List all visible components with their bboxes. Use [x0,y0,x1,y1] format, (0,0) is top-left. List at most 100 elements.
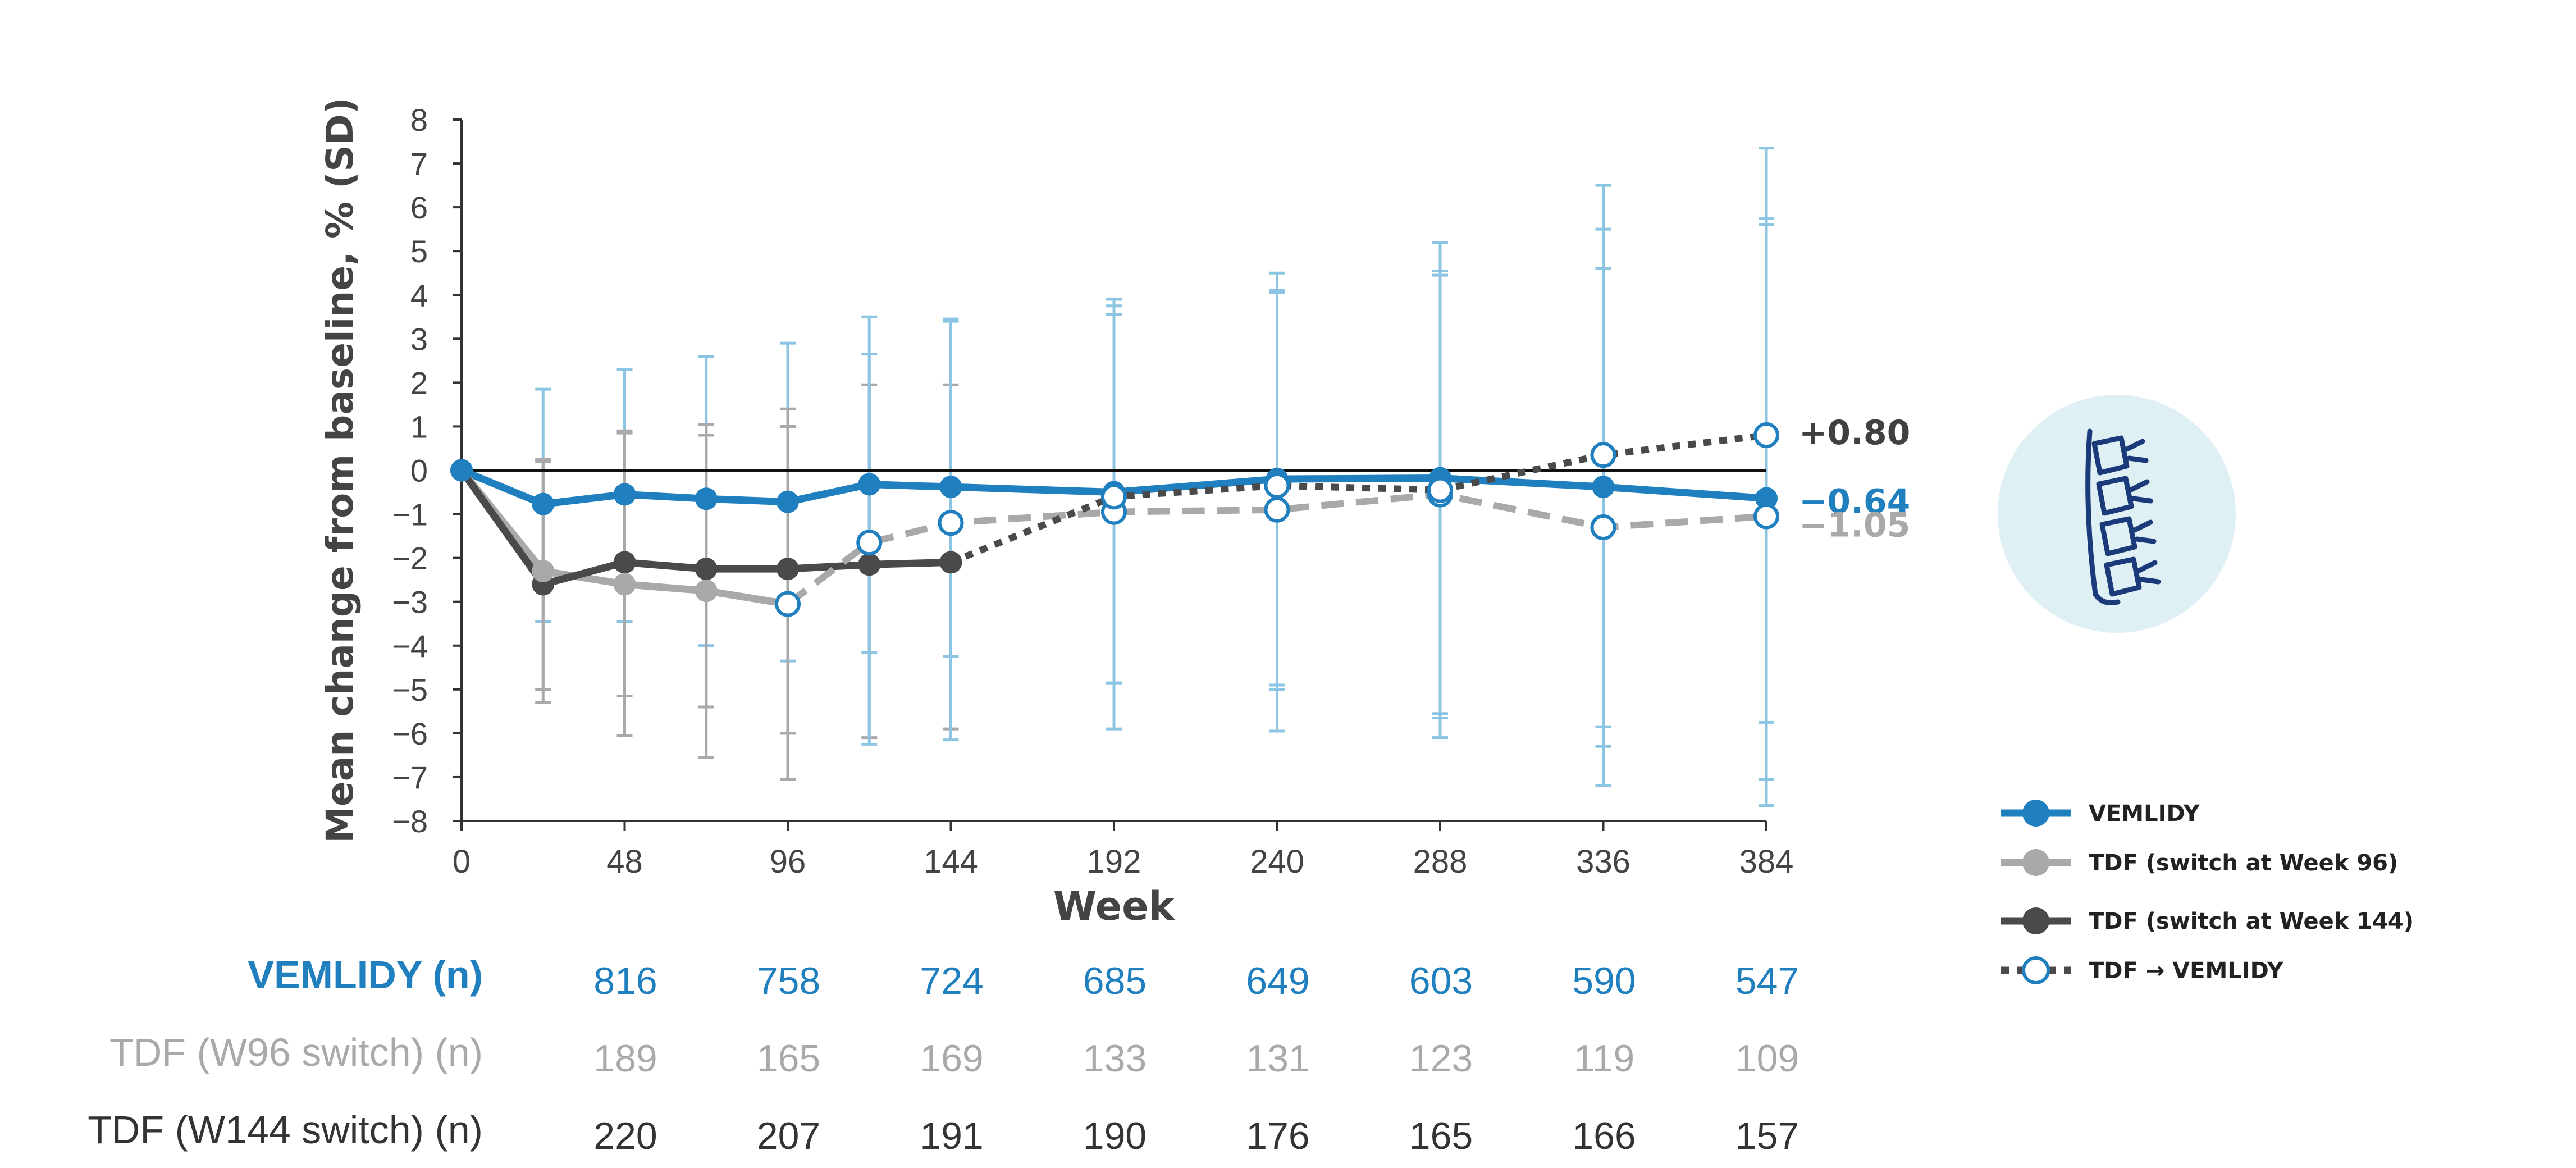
y-tick-label: −2 [392,541,428,576]
data-point [613,483,636,506]
data-point [1755,487,1778,510]
y-tick-label: 5 [410,234,428,269]
n-cell: 119 [1574,1037,1634,1080]
data-point [856,530,883,556]
y-tick-label: 2 [410,365,428,400]
n-cell: 189 [593,1037,657,1080]
legend-label: TDF → VEMLIDY [2089,958,2284,984]
vertebra [2099,516,2137,556]
data-point [695,558,718,581]
legend-marker [2022,800,2049,827]
y-tick-label: −1 [392,497,428,532]
n-cell: 603 [1409,960,1473,1002]
vertebra-process [2132,519,2157,544]
x-tick-label: 336 [1576,843,1630,880]
n-cell: 207 [757,1115,820,1157]
x-tick-label: 192 [1087,843,1141,880]
axes: 8 7 6 5 4 3 2 1 0 −1 −2 −3 −4 −5 −6 −7 −8 0 48 96 144 192 240 2… [318,97,1793,929]
n-row-label: VEMLIDY (n) [248,953,483,997]
data-point [532,560,555,583]
y-tick-label: 6 [410,190,428,225]
series-line-3 [785,491,1767,607]
vertebra-process [2124,439,2149,463]
n-cell: 165 [1409,1115,1473,1157]
n-cell: 169 [920,1037,983,1080]
data-point [450,459,473,482]
vertebra-process [2129,479,2153,504]
n-cell: 758 [757,960,820,1002]
y-tick-label: 8 [410,102,428,138]
data-point [775,591,801,617]
legend-item: VEMLIDY [2001,800,2200,827]
error-bars [535,147,1774,807]
end-label: −0.64 [1799,482,1910,521]
data-point [1753,503,1779,530]
n-cell: 123 [1409,1037,1473,1080]
n-cell: 220 [593,1115,657,1157]
vertebra-process [2136,560,2161,585]
legend-label: TDF (switch at Week 144) [2089,909,2414,934]
data-point [613,551,636,574]
n-cell: 547 [1735,960,1799,1002]
n-row-label: TDF (W96 switch) (n) [109,1030,483,1074]
n-cell: 649 [1246,960,1309,1002]
data-point [1753,422,1779,449]
n-row-label: TDF (W144 switch) (n) [88,1108,483,1152]
data-point [1592,476,1615,499]
legend-item: TDF (switch at Week 96) [2001,849,2398,876]
y-tick-label: −3 [392,585,428,620]
n-cell: 157 [1735,1115,1799,1157]
x-tick-label: 0 [453,843,471,880]
icon-background [1998,395,2236,633]
legend-item: TDF (switch at Week 144) [2001,907,2414,934]
x-tick-label: 240 [1250,843,1304,880]
n-cell: 190 [1083,1115,1147,1157]
n-cell: 816 [593,960,657,1002]
legend-label: TDF (switch at Week 96) [2089,850,2398,876]
data-point [532,492,555,515]
n-cell: 165 [757,1037,820,1080]
data-point [1427,477,1453,503]
data-point [777,558,799,581]
series-markers [450,422,1779,617]
vertebra [2104,556,2142,597]
n-cell: 109 [1735,1037,1799,1080]
data-point [1590,442,1616,468]
legend-item: TDF → VEMLIDY [2001,956,2284,984]
data-point [939,476,962,499]
n-cell: 133 [1083,1037,1147,1080]
series-line-4 [949,432,1767,565]
data-point [695,487,718,510]
vertebra [2096,476,2134,516]
end-label: +0.80 [1799,413,1910,453]
spine-icon [1998,395,2236,633]
x-tick-label: 48 [606,843,643,880]
x-tick-label: 96 [770,843,806,880]
data-point [858,553,881,576]
y-tick-label: 7 [410,146,428,181]
data-point [939,551,962,574]
legend-label: VEMLIDY [2089,801,2200,827]
end-label: −1.05 [1799,505,1910,545]
legend: VEMLIDY TDF (switch at Week 96) TDF (switc… [2001,800,2414,984]
y-tick-label: 0 [410,453,428,489]
y-tick-label: 1 [410,409,428,444]
end-labels: +0.80 −0.64−1.05 [1799,413,1910,545]
data-point [1264,496,1290,523]
data-point [1264,472,1290,499]
spinal-curve [2085,428,2121,605]
vertebra [2091,435,2130,476]
y-tick-label: −7 [392,760,428,795]
data-point [613,573,636,596]
y-tick-label: 3 [410,321,428,357]
y-tick-label: −6 [392,716,428,751]
n-cell: 131 [1246,1037,1309,1080]
data-point [858,473,881,496]
n-table-row: VEMLIDY (n) 816 758 724 685 649 603 590 547 [248,953,1799,1002]
legend-marker [2022,956,2050,984]
x-axis-label: Week [1053,883,1176,929]
x-tick-label: 384 [1739,843,1794,880]
data-point [777,490,799,513]
series-line-0 [460,467,1767,508]
